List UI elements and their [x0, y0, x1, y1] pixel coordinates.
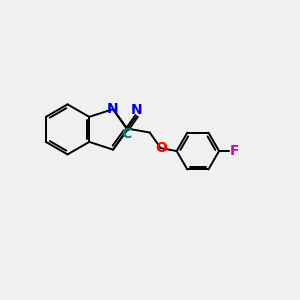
Text: F: F [230, 144, 239, 158]
Text: C: C [122, 128, 132, 141]
Text: N: N [131, 103, 142, 117]
Text: O: O [155, 141, 167, 155]
Text: N: N [107, 102, 119, 116]
